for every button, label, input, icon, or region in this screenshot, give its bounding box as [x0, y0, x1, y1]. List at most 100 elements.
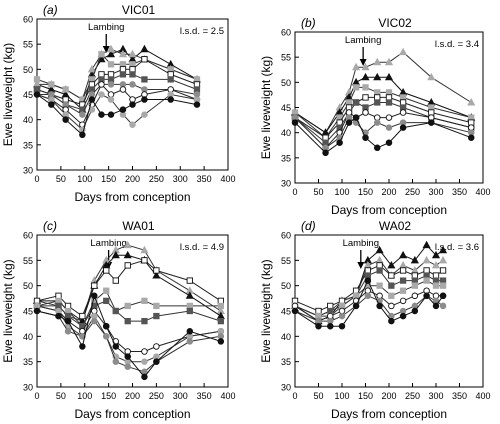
x-tick-label: 400 [475, 187, 490, 197]
data-point [124, 262, 131, 269]
data-point [102, 333, 110, 340]
data-point [141, 257, 148, 264]
plot-frame [294, 31, 484, 184]
data-point [362, 84, 369, 91]
data-point [338, 322, 346, 330]
x-axis-label: Days from conception [331, 203, 447, 217]
data-point [112, 358, 120, 365]
x-tick-label: 350 [452, 187, 467, 197]
data-point [431, 260, 441, 269]
data-point [374, 144, 381, 152]
data-point [375, 245, 384, 254]
series-3 [33, 257, 224, 320]
data-point [112, 277, 119, 284]
data-point [364, 292, 372, 300]
y-tick-label: 50 [23, 65, 33, 75]
x-tick-label: 0 [34, 174, 39, 184]
x-tick-label: 50 [56, 391, 66, 401]
plot-frame [294, 234, 484, 388]
data-point [98, 91, 105, 98]
data-point [186, 338, 194, 345]
data-point [352, 77, 361, 86]
data-point [376, 282, 383, 289]
data-point [106, 49, 116, 58]
data-point [103, 287, 110, 294]
data-point [373, 57, 382, 66]
x-axis-label: Days from conception [331, 407, 447, 421]
data-point [423, 267, 430, 274]
data-point [186, 277, 193, 284]
series-3 [291, 262, 447, 315]
data-point [141, 348, 148, 355]
data-point [91, 282, 98, 289]
x-tick-label: 250 [405, 391, 420, 401]
data-point [186, 328, 194, 335]
data-point [411, 292, 419, 300]
y-tick-label: 45 [23, 90, 33, 100]
data-point [141, 76, 148, 83]
data-point [376, 262, 383, 269]
data-point [291, 307, 299, 315]
chart-panel-2: 30 35 40 45 50 55 60 0 50 100 150 200 250 300 350 400 Da… [259, 16, 491, 217]
x-tick-label: 150 [358, 391, 373, 401]
data-point [352, 302, 360, 310]
data-point [438, 255, 448, 264]
x-tick-label: 250 [149, 174, 164, 184]
y-axis-label: Ewe liveweight (kg) [1, 43, 15, 146]
data-point [376, 302, 383, 310]
series-line [36, 93, 198, 131]
data-point [153, 343, 160, 350]
x-tick-label: 200 [381, 391, 396, 401]
series-line [294, 116, 472, 149]
chart-title: WA01 [122, 219, 155, 233]
series-line [36, 48, 198, 111]
data-point [79, 343, 86, 350]
data-point [399, 312, 407, 320]
data-point [87, 64, 96, 73]
y-tick-label: 40 [281, 332, 291, 342]
data-point [98, 111, 105, 118]
data-point [432, 282, 440, 289]
x-axis-label: Days from conception [74, 407, 190, 421]
data-point [141, 56, 148, 63]
y-axis-label: Ewe liveweight (kg) [1, 259, 15, 362]
y-tick-label: 50 [281, 281, 291, 291]
data-point [217, 302, 224, 310]
data-point [399, 287, 407, 294]
data-point [64, 307, 72, 315]
data-point [141, 297, 148, 305]
data-point [338, 312, 346, 320]
data-point [153, 302, 160, 310]
data-point [123, 250, 132, 259]
x-tick-label: 350 [452, 391, 467, 401]
data-point [64, 302, 72, 310]
y-tick-label: 55 [281, 256, 291, 266]
y-tick-label: 30 [23, 166, 33, 176]
data-point [112, 343, 120, 350]
y-tick-label: 40 [23, 115, 33, 125]
y-tick-label: 60 [281, 231, 291, 241]
data-point [388, 317, 395, 325]
data-point [119, 106, 127, 113]
data-point [91, 292, 98, 300]
data-point [124, 302, 131, 310]
data-point [55, 312, 62, 320]
series-7 [33, 81, 201, 128]
data-point [322, 149, 329, 157]
data-point [399, 297, 407, 305]
data-point [185, 291, 194, 299]
y-tick-label: 40 [23, 332, 33, 342]
data-point [432, 302, 440, 310]
data-point [410, 255, 419, 264]
x-tick-label: 50 [313, 187, 323, 197]
data-point [345, 119, 353, 126]
data-point [432, 277, 440, 284]
data-point [48, 81, 55, 88]
data-point [374, 119, 381, 126]
panel-letter: (c) [43, 219, 57, 233]
y-tick-label: 50 [23, 281, 33, 291]
x-tick-label: 400 [220, 174, 235, 184]
x-tick-label: 100 [77, 174, 92, 184]
data-point [352, 62, 361, 71]
